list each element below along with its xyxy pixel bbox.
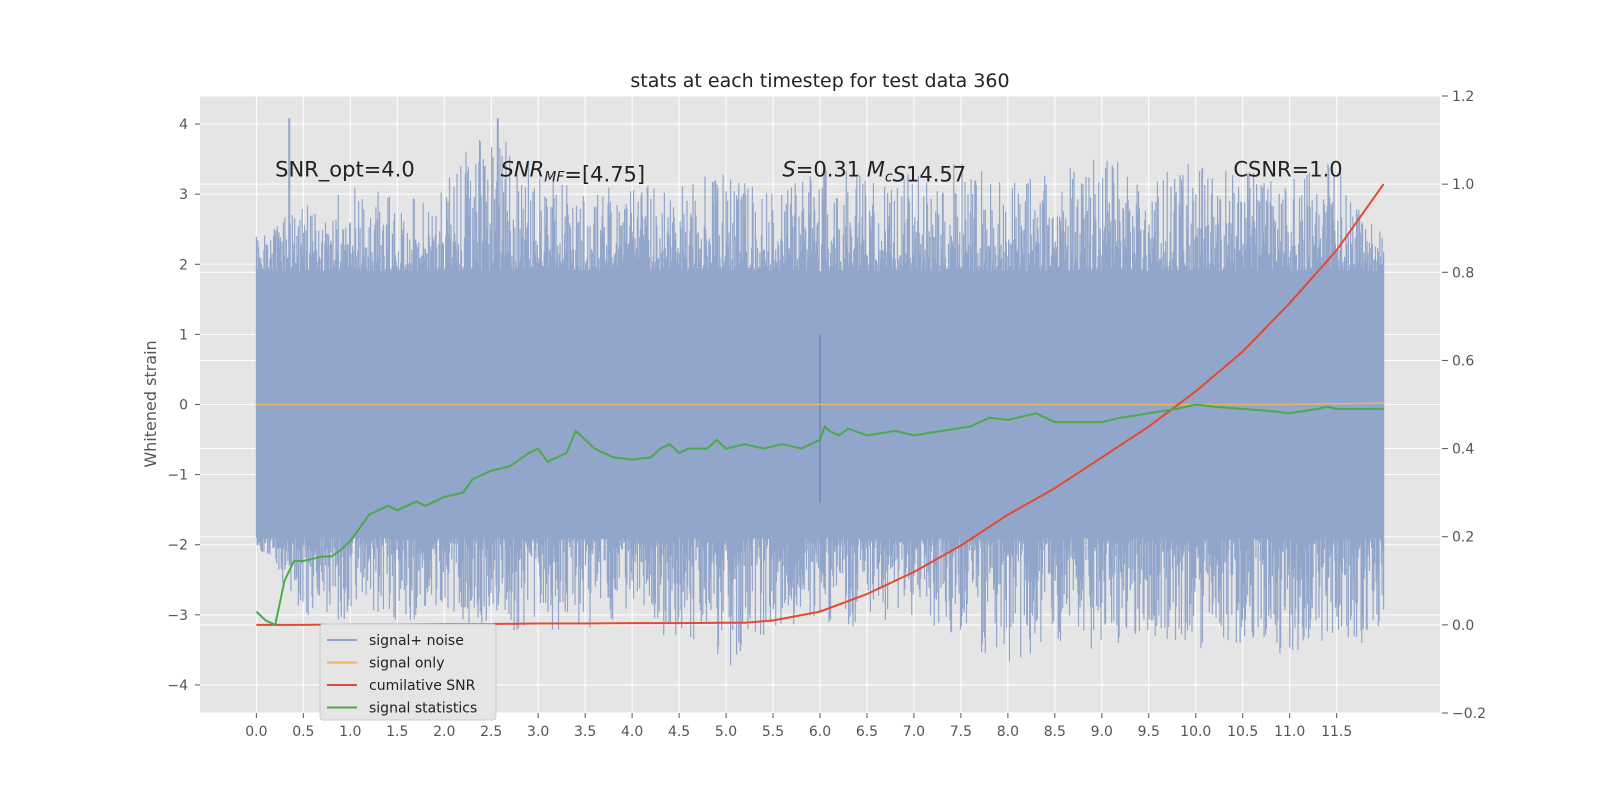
x-tick-label: 1.0 xyxy=(339,724,361,740)
annotation-csnr: CSNR=1.0 xyxy=(1233,158,1342,182)
x-tick-label: 10.5 xyxy=(1227,724,1258,740)
y2-tick-label: 0.2 xyxy=(1452,530,1474,546)
legend-label: signal statistics xyxy=(369,701,477,717)
y-tick-label: 0 xyxy=(179,398,188,414)
y-tick-label: −4 xyxy=(167,678,188,694)
x-tick-label: 11.0 xyxy=(1274,724,1305,740)
y2-tick-label: 0.4 xyxy=(1452,442,1474,458)
y2-tick-label: 0.0 xyxy=(1452,618,1474,634)
annotation-snr-opt: SNR_opt=4.0 xyxy=(275,158,415,183)
y2-tick-label: 0.8 xyxy=(1452,265,1474,281)
series-line-signal-statistics xyxy=(255,403,1384,627)
y-axis-label: Whitened strain xyxy=(141,340,160,467)
x-tick-label: 8.0 xyxy=(997,724,1019,740)
legend-box xyxy=(319,623,497,721)
x-tick-label: 7.0 xyxy=(903,724,925,740)
annotation-snr-mf: SNRMF=[4.75] xyxy=(501,158,646,187)
x-tick-label: 4.0 xyxy=(621,724,643,740)
y-tick-label: 3 xyxy=(179,187,188,203)
y2-tick-label: −0.2 xyxy=(1452,706,1486,722)
x-tick-label: 0.0 xyxy=(245,724,267,740)
legend: signal+ noise signal only cumilative SNR si… xyxy=(319,623,497,721)
noise-trace xyxy=(255,140,1385,666)
x-tick-label: 6.0 xyxy=(809,724,831,740)
legend-label: signal only xyxy=(369,656,444,672)
x-tick-label: 6.5 xyxy=(856,724,878,740)
legend-entries: signal+ noise signal only cumilative SNR si… xyxy=(327,633,477,717)
y-tick-label: 2 xyxy=(179,257,188,273)
x-tick-label: 4.5 xyxy=(668,724,690,740)
x-tick-label: 5.0 xyxy=(715,724,737,740)
y-tick-label: 1 xyxy=(179,327,188,343)
x-tick-label: 9.0 xyxy=(1091,724,1113,740)
annotation-s-mc: S=0.31 McS14.57 xyxy=(782,158,966,187)
x-tick-label: 7.5 xyxy=(950,724,972,740)
y2-tick-label: 1.0 xyxy=(1452,177,1474,193)
x-tick-label: 5.5 xyxy=(762,724,784,740)
x-tick-label: 3.0 xyxy=(527,724,549,740)
legend-label: cumilative SNR xyxy=(369,678,476,694)
y2-tick-label: 1.2 xyxy=(1452,89,1474,105)
x-tick-label: 0.5 xyxy=(292,724,314,740)
x-tick-label: 9.5 xyxy=(1138,724,1160,740)
legend-label: signal+ noise xyxy=(369,633,464,649)
axis-ticks: 0.0 0.5 1.0 1.5 2.0 2.5 3.0 3.5 4.0 4.5 5.0 5.5 6.0 6… xyxy=(167,89,1486,740)
x-tick-label: 1.5 xyxy=(386,724,408,740)
x-tick-label: 3.5 xyxy=(574,724,596,740)
x-tick-label: 11.5 xyxy=(1321,724,1352,740)
x-tick-label: 2.5 xyxy=(480,724,502,740)
y-tick-label: −3 xyxy=(167,608,188,624)
y2-tick-label: 0.6 xyxy=(1452,353,1474,369)
y-tick-label: −1 xyxy=(167,468,188,484)
y-tick-label: 4 xyxy=(179,117,188,133)
annotations: SNR_opt=4.0 SNRMF=[4.75] S=0.31 McS14.57 CS… xyxy=(275,158,1342,187)
x-tick-label: 10.0 xyxy=(1180,724,1211,740)
x-tick-label: 8.5 xyxy=(1044,724,1066,740)
x-tick-label: 2.0 xyxy=(433,724,455,740)
chart-title: stats at each timestep for test data 360 xyxy=(630,70,1009,92)
y-tick-label: −2 xyxy=(167,538,188,554)
